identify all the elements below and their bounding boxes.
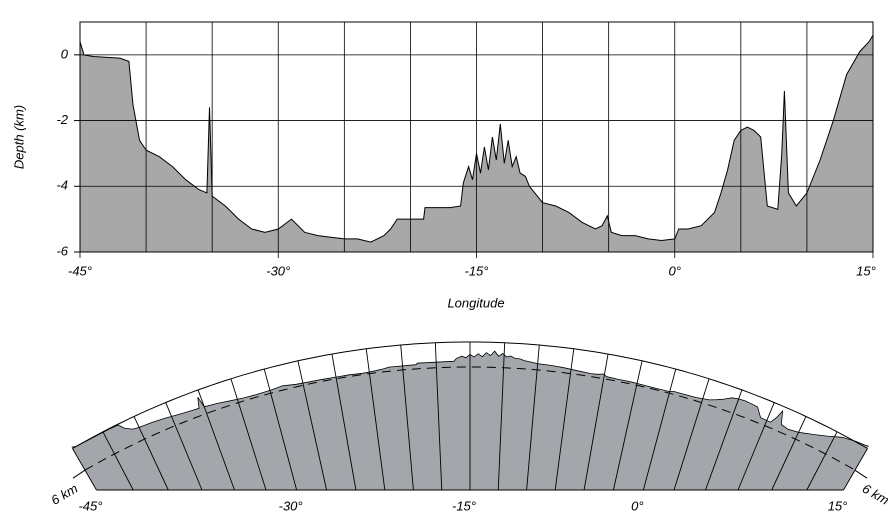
radial-grid-line bbox=[806, 431, 838, 491]
x-tick-label: 15° bbox=[856, 263, 876, 278]
radial-grid-line bbox=[771, 416, 807, 491]
radial-grid-line bbox=[612, 360, 643, 491]
x-tick-label: -30° bbox=[279, 498, 303, 513]
radial-grid-line bbox=[102, 431, 134, 491]
radial-grid-line bbox=[72, 448, 97, 491]
x-tick-label: -30° bbox=[266, 263, 290, 278]
y-tick-label: -4 bbox=[56, 178, 68, 193]
radial-grid-line bbox=[673, 378, 710, 491]
radial-grid-line bbox=[400, 344, 414, 491]
radial-grid-line bbox=[365, 348, 386, 491]
y-axis-label: Depth (km) bbox=[11, 105, 26, 169]
radial-grid-line bbox=[230, 378, 267, 491]
y-tick-label: -2 bbox=[56, 112, 68, 127]
arc-area-outline bbox=[71, 350, 869, 448]
reference-label: 6 km bbox=[860, 481, 888, 508]
y-tick-label: 0 bbox=[61, 46, 69, 61]
y-tick-label: -6 bbox=[56, 243, 68, 258]
x-tick-label: -45° bbox=[78, 498, 102, 513]
radial-grid-line bbox=[297, 360, 328, 491]
x-tick-label: 15° bbox=[828, 498, 848, 513]
x-tick-label: 0° bbox=[631, 498, 643, 513]
radial-grid-line bbox=[554, 348, 575, 491]
radial-grid-line bbox=[263, 368, 298, 491]
radial-grid-line bbox=[583, 353, 609, 491]
radial-grid-line bbox=[526, 344, 540, 491]
radial-grid-line bbox=[133, 416, 169, 491]
x-tick-label: -15° bbox=[452, 498, 476, 513]
reference-label: 6 km bbox=[48, 481, 80, 508]
x-axis-label: Longitude bbox=[447, 295, 504, 310]
radial-grid-line bbox=[737, 402, 775, 491]
radial-grid-line bbox=[705, 389, 743, 491]
plot-frame bbox=[79, 21, 874, 253]
reference-tick bbox=[72, 469, 86, 479]
radial-grid-line bbox=[165, 402, 203, 491]
radial-grid-line bbox=[843, 448, 868, 491]
x-tick-label: -15° bbox=[465, 263, 489, 278]
area-outline bbox=[79, 34, 874, 243]
x-tick-label: 0° bbox=[669, 263, 681, 278]
reference-tick bbox=[854, 469, 868, 479]
radial-grid-line bbox=[197, 389, 235, 491]
outer-arc bbox=[72, 341, 868, 449]
radial-grid-line bbox=[434, 342, 443, 491]
radial-grid-line bbox=[331, 353, 357, 491]
radial-grid-line bbox=[642, 368, 677, 491]
x-tick-label: -45° bbox=[68, 263, 92, 278]
